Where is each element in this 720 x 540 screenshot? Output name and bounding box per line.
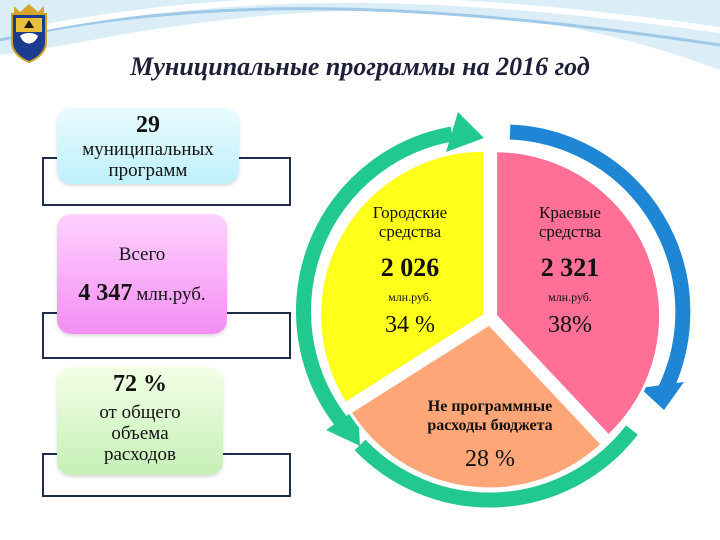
programs-count: 29 bbox=[136, 112, 160, 138]
total-amount-card: Всего 4 347 млн.руб. bbox=[57, 214, 227, 334]
slice-region-percent: 38% bbox=[548, 312, 592, 338]
slice-city-name-2: средства bbox=[378, 222, 442, 241]
slice-city-percent: 34 % bbox=[385, 312, 435, 338]
slice-nonprogram-label: Не программные расходы бюджета bbox=[400, 397, 580, 435]
programs-count-card: 29 муниципальных программ bbox=[57, 108, 239, 184]
green-arrow-head-top bbox=[446, 112, 484, 152]
programs-count-text-2: программ bbox=[108, 160, 188, 181]
pie-slice-region bbox=[494, 149, 663, 439]
slice-region-amount: 2 321 bbox=[540, 253, 600, 282]
slice-region-name-1: Краевые bbox=[539, 203, 601, 222]
total-label: Всего bbox=[118, 244, 166, 265]
green-arrow-arc bbox=[295, 126, 454, 430]
slice-nonprogram-name-1: Не программные bbox=[427, 398, 553, 415]
share-text-2: объема bbox=[111, 423, 169, 444]
blue-arrow-arc bbox=[509, 124, 691, 394]
share-text-1: от общего bbox=[99, 402, 181, 423]
bottom-arrow-arc bbox=[354, 425, 638, 508]
slice-city-name-1: Городские bbox=[372, 203, 448, 222]
green-arrow-head-bottom bbox=[326, 408, 360, 446]
slice-city-label: Городские средства bbox=[345, 203, 475, 241]
slice-region-unit: млн.руб. bbox=[548, 290, 592, 304]
share-percent: 72 % bbox=[113, 371, 167, 397]
pie-slice-nonprogram bbox=[347, 322, 605, 491]
page-title: Муниципальные программы на 2016 год bbox=[130, 52, 590, 81]
total-amount-line: 4 347 млн.руб. bbox=[57, 280, 227, 307]
header-swoosh bbox=[0, 0, 720, 70]
coat-of-arms-icon bbox=[11, 4, 47, 64]
programs-count-text-1: муниципальных bbox=[82, 139, 214, 160]
slice-region-label: Краевые средства bbox=[505, 203, 635, 241]
slice-region-name-2: средства bbox=[538, 222, 602, 241]
pie-slice-city bbox=[318, 148, 487, 406]
total-unit: млн.руб. bbox=[136, 284, 206, 305]
share-card: 72 % от общего объема расходов bbox=[57, 367, 223, 475]
blue-arrow-head bbox=[640, 382, 684, 410]
share-text-3: расходов bbox=[104, 444, 176, 465]
slice-nonprogram-percent: 28 % bbox=[465, 446, 515, 472]
total-amount: 4 347 bbox=[78, 280, 133, 306]
slice-nonprogram-name-2: расходы бюджета bbox=[427, 417, 553, 434]
slice-city-unit: млн.руб. bbox=[388, 290, 432, 304]
slice-city-amount: 2 026 bbox=[380, 253, 440, 282]
